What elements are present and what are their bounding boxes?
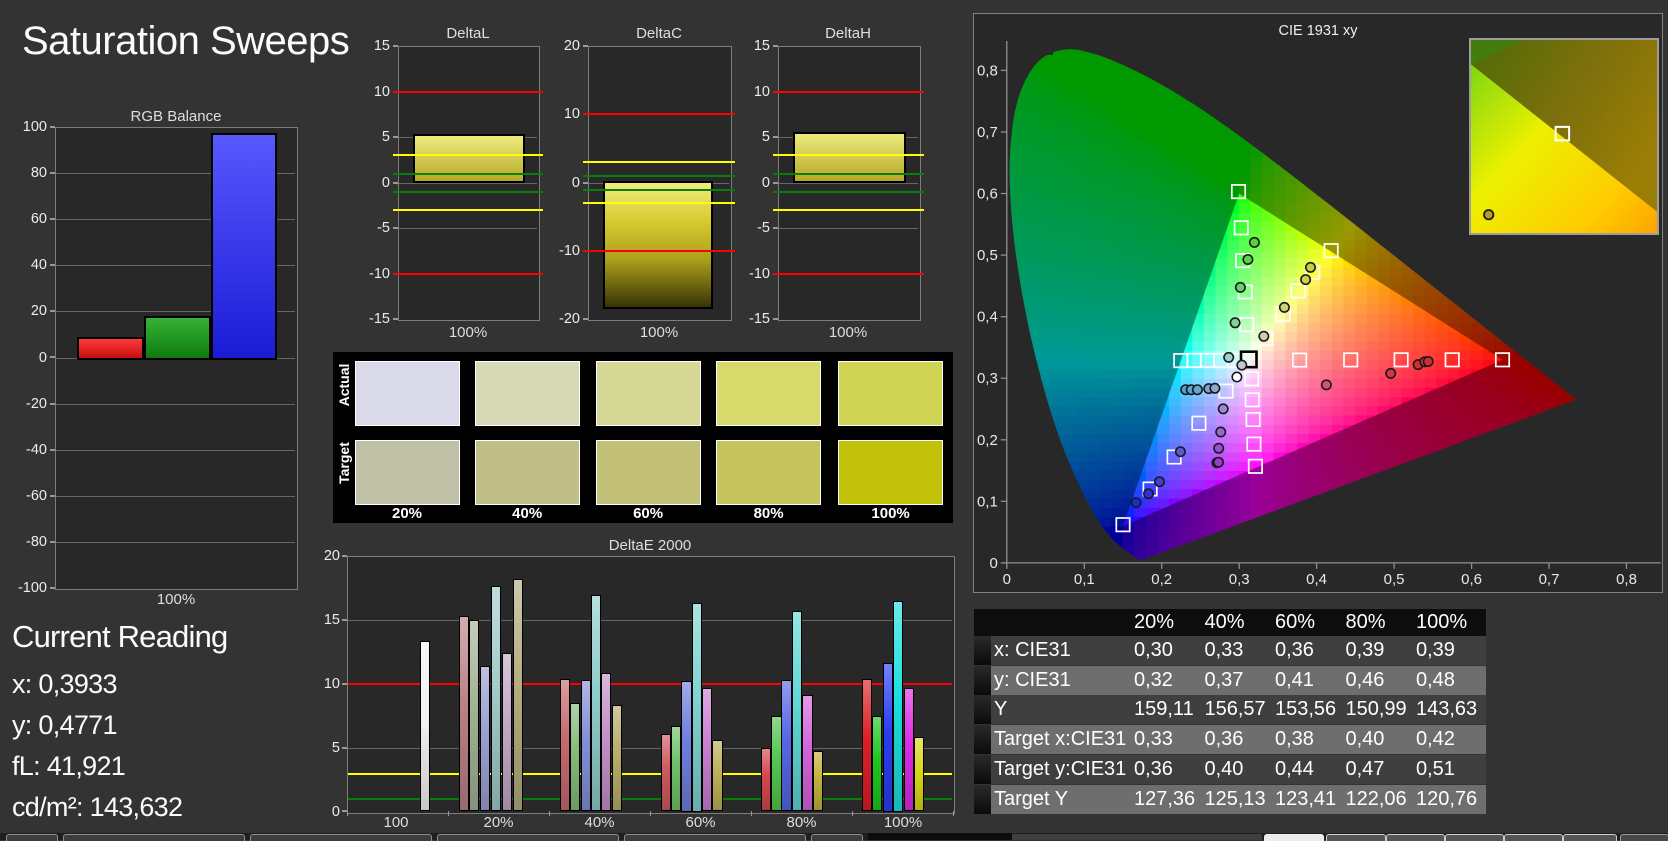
svg-text:0,2: 0,2 xyxy=(1151,571,1172,588)
svg-text:0,7: 0,7 xyxy=(1539,571,1560,588)
svg-text:0,5: 0,5 xyxy=(1384,571,1405,588)
svg-text:0,3: 0,3 xyxy=(977,370,998,387)
svg-text:0,6: 0,6 xyxy=(1461,571,1482,588)
svg-text:0,8: 0,8 xyxy=(1616,571,1637,588)
svg-text:0,6: 0,6 xyxy=(977,186,998,203)
svg-text:0,1: 0,1 xyxy=(1074,571,1095,588)
svg-text:0,2: 0,2 xyxy=(977,432,998,449)
svg-text:0,3: 0,3 xyxy=(1229,571,1250,588)
svg-text:0,4: 0,4 xyxy=(977,309,998,326)
svg-text:0,4: 0,4 xyxy=(1306,571,1327,588)
svg-text:0: 0 xyxy=(989,555,997,572)
svg-text:0: 0 xyxy=(1003,571,1011,588)
svg-text:0,5: 0,5 xyxy=(977,247,998,264)
svg-text:0,8: 0,8 xyxy=(977,62,998,79)
svg-text:0,7: 0,7 xyxy=(977,124,998,141)
svg-text:0,1: 0,1 xyxy=(977,493,998,510)
